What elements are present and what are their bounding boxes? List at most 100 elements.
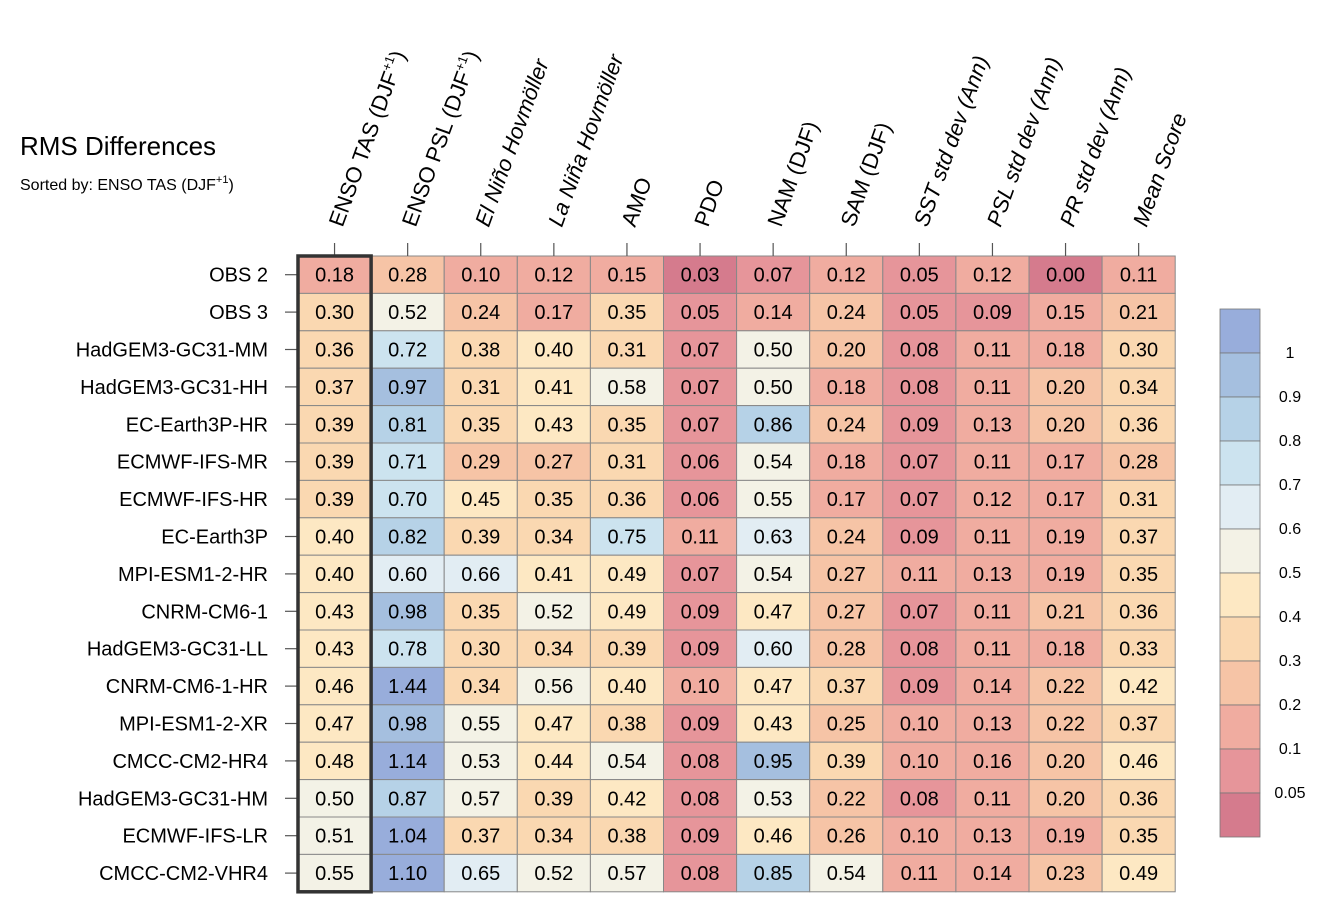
heatmap-grid: 0.18 0.28 0.10 0.12 0.15 0.03 0.07 0.12 0.05 0.12…: [76, 47, 1192, 894]
heatmap-cell: [443, 405, 518, 444]
cell-value-label: 0.49: [1119, 863, 1158, 885]
cell-value-label: 0.07: [900, 489, 939, 511]
heatmap-cell: [663, 853, 738, 893]
cell-value-label: 0.08: [900, 340, 939, 362]
column-label: PDO: [689, 176, 729, 229]
heatmap-cell: [589, 479, 665, 519]
heatmap-cell: [882, 292, 957, 332]
heatmap-cell: [1101, 816, 1176, 855]
cell-value-label: 0.21: [1119, 302, 1158, 324]
heatmap-cell: [443, 853, 518, 893]
heatmap-cell: [663, 479, 738, 519]
heatmap-cell: [589, 517, 665, 556]
cell-value-label: 0.81: [388, 414, 427, 436]
heatmap-cell: [809, 779, 884, 818]
heatmap-cell: [1101, 592, 1176, 631]
heatmap-cell: [297, 704, 372, 743]
colorbar-segment: [1219, 484, 1261, 530]
heatmap-cell: [297, 367, 372, 407]
heatmap-cell: [663, 442, 738, 481]
heatmap-cell: [809, 255, 884, 294]
heatmap-cell: [736, 554, 811, 594]
cell-value-label: 0.22: [827, 788, 866, 810]
heatmap-cell: [1028, 816, 1103, 855]
cell-value-label: 0.11: [974, 452, 1011, 474]
heatmap-cell: [736, 592, 811, 631]
heatmap-cell: [589, 592, 665, 631]
heatmap-cell: [736, 292, 811, 332]
row-label: CNRM-CM6-1-HR: [106, 676, 268, 698]
row-label: HadGEM3-GC31-HM: [78, 788, 268, 810]
heatmap-cell: [1028, 367, 1103, 407]
heatmap-cell: [1101, 629, 1176, 668]
cell-value-label: 0.11: [974, 788, 1011, 810]
colorbar-segment: [1219, 748, 1261, 794]
cell-value-label: 0.09: [681, 714, 720, 736]
heatmap-cell: [370, 704, 445, 743]
cell-value-label: 0.15: [607, 265, 646, 287]
cell-value-label: 0.19: [1046, 527, 1085, 549]
cell-value-label: 0.24: [827, 414, 866, 436]
cell-value-label: 0.35: [1119, 826, 1158, 848]
heatmap-cell: [589, 704, 665, 743]
cell-value-label: 0.11: [974, 601, 1011, 623]
cell-value-label: 0.98: [388, 714, 427, 736]
row-label: OBS 3: [209, 302, 268, 324]
cell-value-label: 0.39: [827, 751, 866, 773]
cell-value-label: 0.18: [315, 265, 354, 287]
cell-value-label: 0.13: [973, 414, 1012, 436]
cell-value-label: 0.66: [461, 564, 500, 586]
heatmap-cell: [1101, 853, 1176, 893]
heatmap-cell: [443, 330, 518, 369]
colorbar-tick-label: 0.8: [1279, 433, 1301, 450]
cell-value-label: 0.28: [388, 265, 427, 287]
cell-value-label: 0.38: [607, 826, 646, 848]
heatmap-cell: [370, 666, 445, 706]
column-label: ENSO PSL (DJF+1): [396, 47, 484, 230]
cell-value-label: 0.39: [607, 639, 646, 661]
heatmap-cell: [736, 816, 811, 855]
cell-value-label: 0.72: [388, 340, 427, 362]
colorbar-segment: [1219, 396, 1261, 442]
heatmap-cell: [443, 554, 518, 594]
cell-value-label: 0.37: [1119, 714, 1158, 736]
cell-value-label: 0.55: [461, 714, 500, 736]
cell-value-label: 0.50: [754, 377, 793, 399]
cell-value-label: 0.19: [1046, 826, 1085, 848]
heatmap-cell: [516, 741, 591, 781]
heatmap-cell: [370, 554, 445, 594]
cell-value-label: 0.22: [1046, 714, 1085, 736]
cell-value-label: 0.08: [900, 639, 939, 661]
cell-value-label: 0.35: [607, 414, 646, 436]
heatmap-cell: [589, 292, 665, 332]
cell-value-label: 0.49: [607, 601, 646, 623]
cell-value-label: 0.00: [1046, 265, 1085, 287]
heatmap-cell: [516, 442, 591, 481]
cell-value-label: 0.10: [681, 676, 720, 698]
cell-value-label: 0.13: [973, 826, 1012, 848]
cell-value-label: 0.36: [315, 340, 354, 362]
heatmap-cell: [882, 479, 957, 519]
column-label: NAM (DJF): [762, 118, 823, 230]
heatmap-cell: [882, 816, 957, 855]
cell-value-label: 0.54: [754, 452, 793, 474]
heatmap-cell: [955, 741, 1030, 781]
cell-value-label: 0.53: [754, 788, 793, 810]
cell-value-label: 0.14: [973, 863, 1012, 885]
heatmap-cell: [370, 255, 445, 294]
cell-value-label: 0.31: [1119, 489, 1158, 511]
cell-value-label: 0.31: [607, 340, 646, 362]
cell-value-label: 0.36: [1119, 788, 1158, 810]
heatmap-cell: [955, 479, 1030, 519]
cell-value-label: 0.63: [754, 527, 793, 549]
cell-value-label: 0.08: [681, 863, 720, 885]
cell-value-label: 0.07: [900, 601, 939, 623]
heatmap-cell: [663, 292, 738, 332]
cell-value-label: 0.40: [607, 676, 646, 698]
cell-value-label: 0.12: [973, 265, 1012, 287]
heatmap-cell: [297, 629, 372, 668]
cell-value-label: 0.37: [1119, 527, 1158, 549]
heatmap-cell: [443, 704, 518, 743]
cell-value-label: 0.39: [461, 527, 500, 549]
cell-value-label: 0.95: [754, 751, 793, 773]
